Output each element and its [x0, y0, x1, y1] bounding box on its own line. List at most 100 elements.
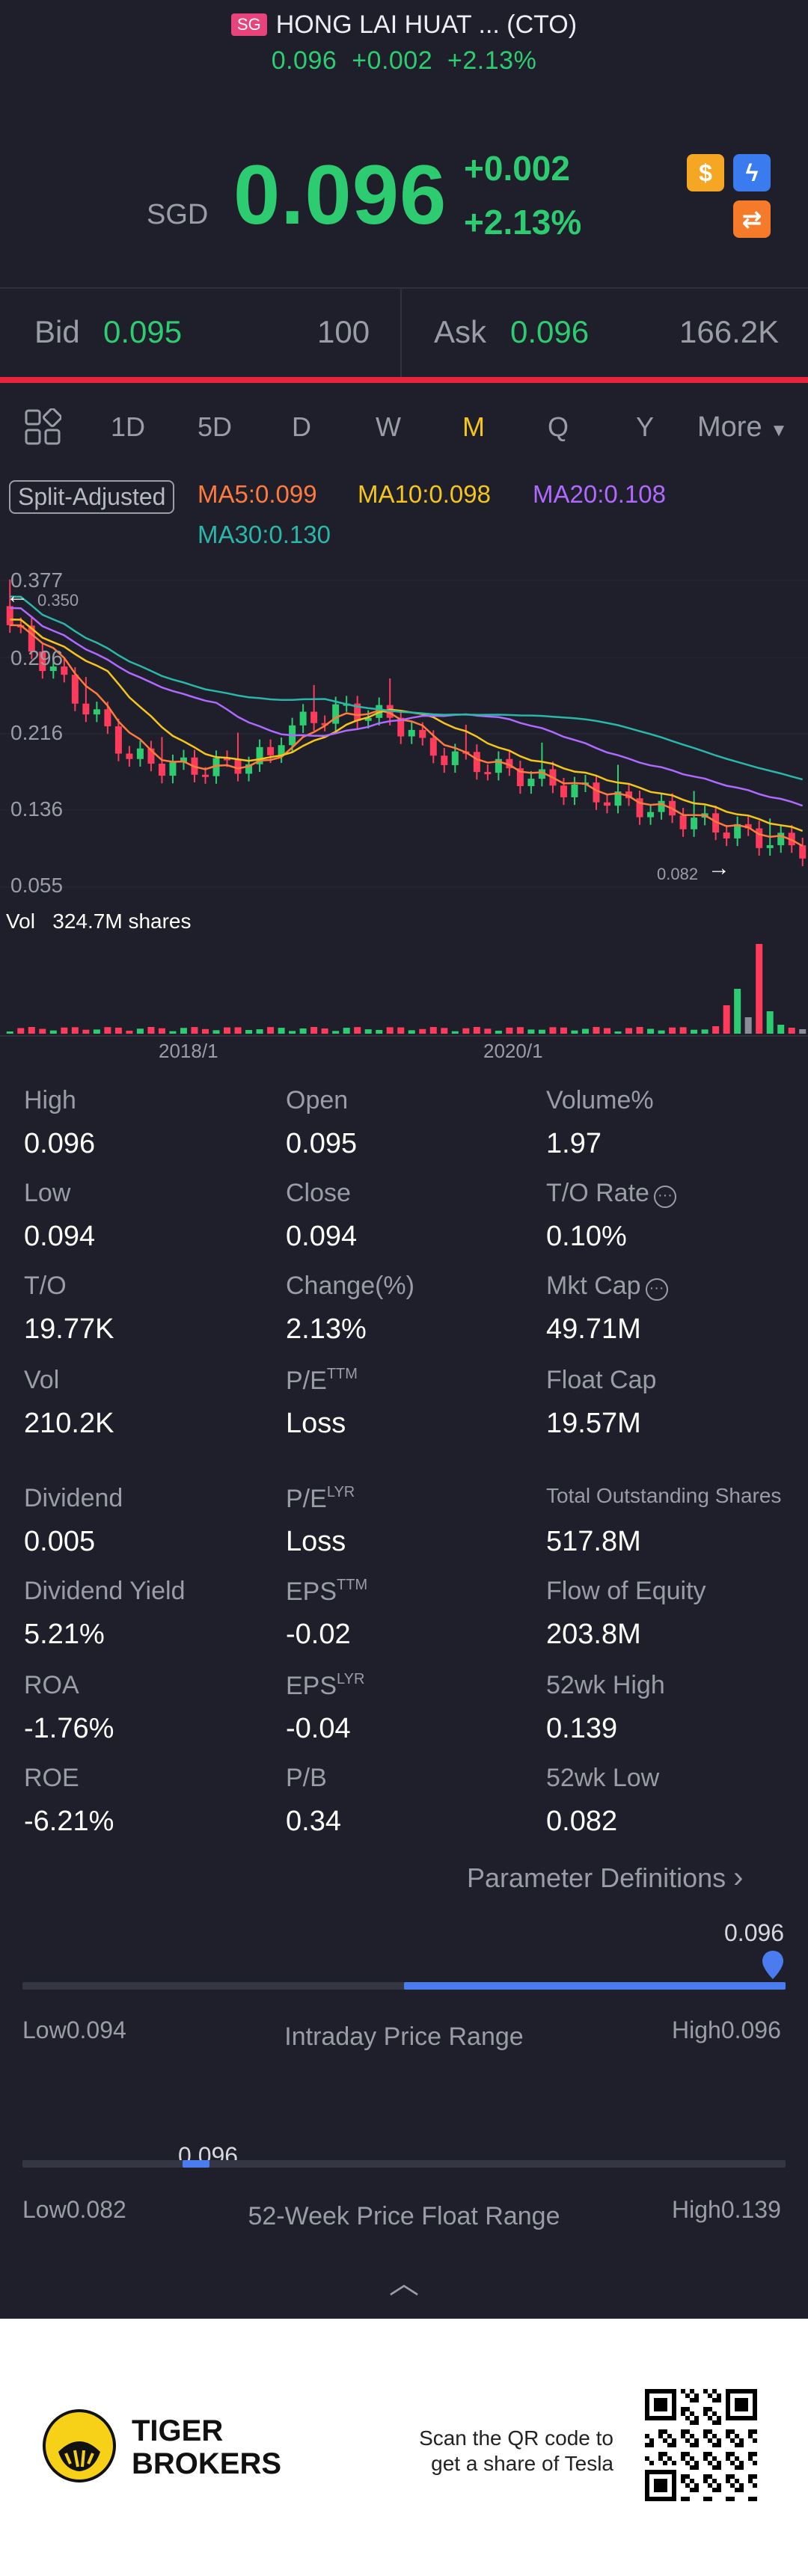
stat-label: Volume% [546, 1086, 654, 1115]
volume-bar [658, 1030, 665, 1034]
exchange-icon[interactable]: ⇄ [733, 200, 771, 238]
grid-layout-icon[interactable] [24, 408, 62, 446]
candle-body [441, 755, 448, 765]
volume-title: Vol [6, 910, 35, 933]
candle-body [397, 717, 405, 737]
candle-body [799, 845, 807, 859]
stat-label: Mkt Cap ··· [546, 1272, 668, 1301]
volume-bar [158, 1028, 165, 1034]
arrow-left-icon: ← [6, 583, 28, 608]
stat-value: -1.76% [24, 1713, 114, 1744]
volume-bar [549, 1027, 557, 1034]
volume-bar [419, 1028, 426, 1034]
bid-size: 100 [317, 314, 370, 349]
volume-bar [104, 1027, 111, 1034]
candle-body [136, 748, 144, 759]
volume-bar [39, 1028, 46, 1034]
candlestick-chart[interactable] [0, 553, 808, 898]
tab-y[interactable]: Y [636, 411, 655, 442]
ask-price: 0.096 [510, 314, 590, 349]
volume-bar [581, 1028, 589, 1034]
candle-body [625, 791, 633, 799]
stat-label-superscript: LYR [337, 1671, 365, 1687]
ma30-line [10, 595, 804, 781]
tab-more[interactable]: More ▼ [697, 411, 788, 444]
volume-bar [386, 1027, 394, 1034]
volume-bar [777, 1025, 785, 1034]
stat-value: 0.096 [24, 1128, 96, 1159]
volume-bar [560, 1027, 567, 1034]
candle-body [310, 711, 318, 723]
ma5-line [10, 624, 804, 847]
stat-label-text: ROA [24, 1671, 79, 1699]
stat-label-text: Close [286, 1179, 351, 1207]
header-pct: +2.13% [447, 46, 537, 75]
volume-bar [354, 1027, 361, 1034]
candle-body [321, 723, 328, 726]
volume-bar [625, 1028, 633, 1034]
stat-value: -0.02 [286, 1619, 351, 1650]
price-change-pct: +2.13% [464, 203, 582, 242]
volume-bar [604, 1028, 610, 1034]
volume-bar [462, 1028, 470, 1034]
candle-body [299, 711, 307, 726]
header-change: +0.002 [352, 46, 433, 75]
stat-value: 2.13% [286, 1313, 367, 1345]
volume-bar [364, 1029, 372, 1034]
stat-label-text: Vol [24, 1366, 60, 1394]
arrow-right-icon: → [708, 856, 730, 880]
stat-value: 0.139 [546, 1713, 618, 1744]
tab-q[interactable]: Q [548, 411, 569, 442]
tab-m[interactable]: M [462, 411, 485, 442]
y-tick-label: 0.136 [10, 797, 64, 821]
tab-d[interactable]: D [292, 411, 311, 442]
candle-body [766, 844, 774, 848]
candle-body [604, 802, 610, 806]
candle-body [429, 737, 437, 756]
volume-bar [788, 1028, 795, 1034]
candle-body [104, 709, 111, 727]
stat-label-text: T/O [24, 1272, 67, 1300]
volume-bar [593, 1027, 600, 1034]
candle-body [723, 832, 730, 838]
x-tick-label: 2020/1 [483, 1040, 543, 1062]
ma10-line [10, 618, 804, 832]
stat-label: Dividend Yield [24, 1577, 185, 1606]
qr-line1: Scan the QR code to [419, 2426, 613, 2450]
candle-body [245, 764, 253, 774]
qr-code[interactable] [645, 2389, 757, 2501]
candle-body [712, 813, 720, 833]
parameter-definitions-link[interactable]: Parameter Definitions › [467, 1861, 744, 1895]
stat-label-text: Total Outstanding Shares [546, 1484, 782, 1507]
stat-label: 52wk Low [546, 1764, 659, 1793]
tab-1d[interactable]: 1D [111, 411, 146, 442]
intraday-low: Low0.094 [22, 2017, 126, 2043]
candle-body [408, 729, 415, 737]
volume-bar [71, 1027, 79, 1034]
dollar-icon[interactable]: $ [687, 154, 724, 191]
stat-label: High [24, 1086, 76, 1115]
stat-value: -6.21% [24, 1806, 114, 1837]
chevron-right-icon: › [733, 1861, 744, 1894]
volume-bar [202, 1028, 209, 1034]
stat-label-superscript: TTM [337, 1577, 368, 1593]
tab-w[interactable]: W [376, 411, 401, 442]
more-info-icon[interactable]: ··· [645, 1278, 668, 1301]
stat-label: Float Cap [546, 1366, 656, 1395]
candle-body [224, 758, 231, 761]
collapse-chevron-up-icon[interactable]: ︿ [389, 2267, 419, 2300]
volume-bar [343, 1028, 350, 1034]
candle-body [364, 717, 372, 721]
split-adjusted-button[interactable]: Split-Adjusted [9, 480, 175, 514]
more-info-icon[interactable]: ··· [653, 1186, 676, 1208]
stat-label-text: T/O Rate [546, 1179, 649, 1207]
price-change: +0.002 [464, 149, 570, 188]
candle-body [614, 791, 622, 806]
stat-label: P/ETTM [286, 1366, 358, 1396]
lightning-icon[interactable]: ϟ [733, 154, 771, 191]
volume-bar [756, 944, 763, 1034]
volume-bar [734, 989, 741, 1034]
qr-line2: get a share of Tesla [431, 2452, 613, 2475]
ask-label: Ask [434, 314, 487, 349]
tab-5d[interactable]: 5D [198, 411, 233, 442]
